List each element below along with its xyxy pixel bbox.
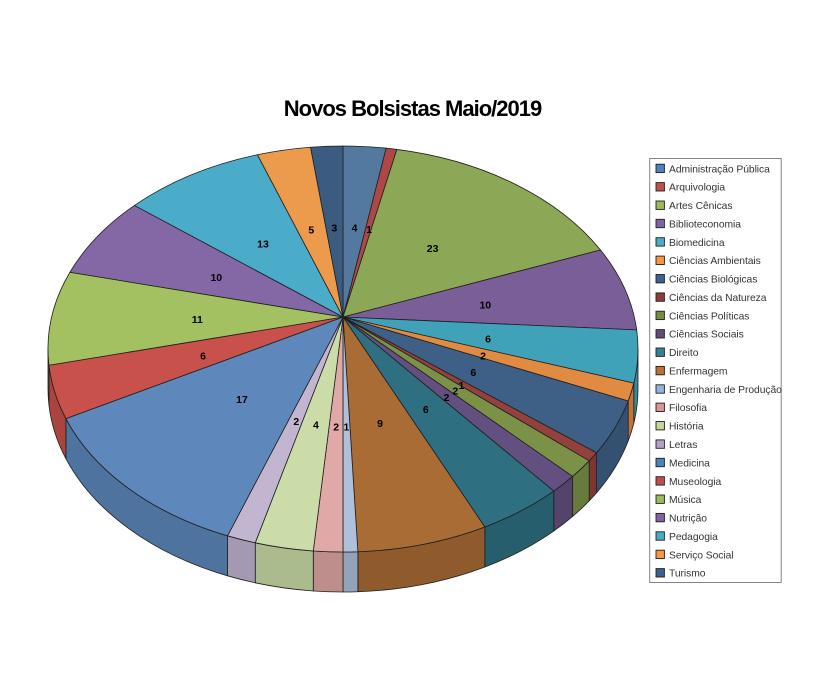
svg-text:13: 13 xyxy=(257,239,269,251)
svg-text:10: 10 xyxy=(479,299,491,311)
svg-text:10: 10 xyxy=(210,272,222,284)
svg-text:5: 5 xyxy=(308,225,314,237)
svg-text:Museologia: Museologia xyxy=(669,477,721,488)
svg-text:Ciências da Natureza: Ciências da Natureza xyxy=(669,293,767,304)
svg-text:9: 9 xyxy=(377,418,383,430)
svg-text:2: 2 xyxy=(480,350,486,362)
svg-text:Engenharia de Produção: Engenharia de Produção xyxy=(669,385,782,396)
svg-text:Novos Bolsistas Maio/2019: Novos Bolsistas Maio/2019 xyxy=(284,96,542,121)
svg-text:Ciências Políticas: Ciências Políticas xyxy=(669,311,749,322)
svg-text:História: História xyxy=(669,422,704,433)
svg-text:4: 4 xyxy=(313,420,319,432)
svg-text:6: 6 xyxy=(485,333,491,345)
svg-text:6: 6 xyxy=(423,404,429,416)
svg-text:23: 23 xyxy=(427,243,439,255)
svg-text:Filosofia: Filosofia xyxy=(669,403,707,414)
svg-text:2: 2 xyxy=(293,416,299,428)
svg-text:Ciências Ambientais: Ciências Ambientais xyxy=(669,256,761,267)
svg-text:Serviço Social: Serviço Social xyxy=(669,550,734,561)
svg-text:Pedagogia: Pedagogia xyxy=(669,532,718,543)
svg-text:17: 17 xyxy=(236,394,248,406)
svg-text:Biblioteconomia: Biblioteconomia xyxy=(669,219,741,230)
svg-text:Música: Música xyxy=(669,495,702,506)
svg-text:4: 4 xyxy=(352,223,358,235)
svg-text:Nutrição: Nutrição xyxy=(669,514,707,525)
svg-text:Enfermagem: Enfermagem xyxy=(669,367,727,378)
svg-text:2: 2 xyxy=(452,386,458,398)
svg-text:1: 1 xyxy=(366,224,372,236)
svg-text:Artes Cênicas: Artes Cênicas xyxy=(669,201,732,212)
svg-text:1: 1 xyxy=(343,421,349,433)
svg-text:Biomedicina: Biomedicina xyxy=(669,238,725,249)
svg-text:6: 6 xyxy=(470,367,476,379)
svg-text:1: 1 xyxy=(458,380,464,392)
svg-text:Medicina: Medicina xyxy=(669,458,710,469)
svg-text:6: 6 xyxy=(200,350,206,362)
svg-text:11: 11 xyxy=(192,314,203,326)
svg-text:Direito: Direito xyxy=(669,348,699,359)
svg-text:2: 2 xyxy=(443,392,449,404)
svg-text:3: 3 xyxy=(331,222,337,234)
svg-text:Administração Pública: Administração Pública xyxy=(669,164,770,175)
svg-text:Ciências Sociais: Ciências Sociais xyxy=(669,330,744,341)
svg-text:2: 2 xyxy=(333,421,339,433)
svg-text:Turismo: Turismo xyxy=(669,569,706,580)
svg-text:Ciências Biológicas: Ciências Biológicas xyxy=(669,275,757,286)
svg-text:Arquivologia: Arquivologia xyxy=(669,183,725,194)
svg-text:Letras: Letras xyxy=(669,440,697,451)
